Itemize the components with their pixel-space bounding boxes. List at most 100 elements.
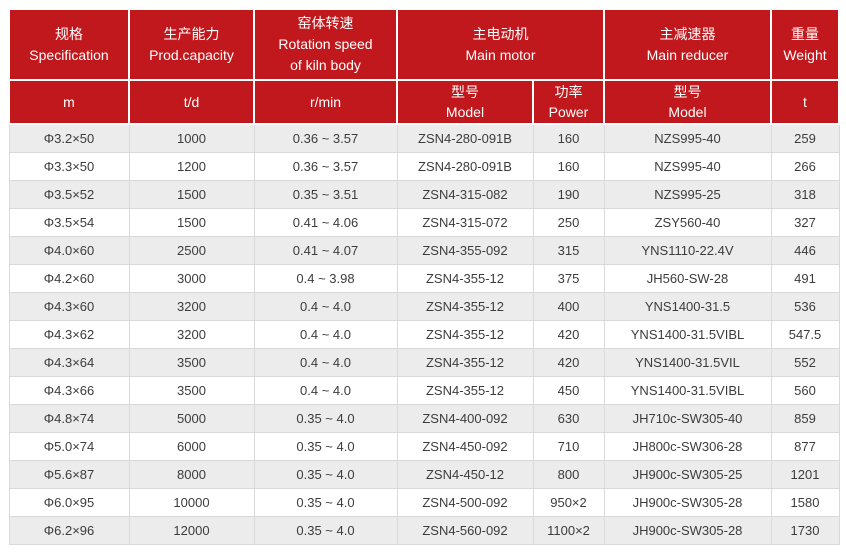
cell-motor-model: ZSN4-355-12: [396, 320, 534, 349]
cell-capacity: 1500: [128, 208, 255, 237]
header-main-reducer-zh: 主减速器: [659, 25, 716, 42]
cell-reducer-model: NZS995-25: [603, 180, 772, 209]
cell-reducer-model: NZS995-40: [603, 123, 772, 153]
cell-rotation-speed: 0.35 ~ 4.0: [253, 488, 398, 517]
table-body: Φ3.2×50 1000 0.36 ~ 3.57 ZSN4-280-091B 160 NZ…: [8, 123, 840, 545]
cell-reducer-model: YNS1110-22.4V: [603, 236, 772, 265]
table-row: Φ4.3×66 3500 0.4 ~ 4.0 ZSN4-355-12 450 YNS140…: [8, 376, 840, 405]
table-row: Φ4.8×74 5000 0.35 ~ 4.0 ZSN4-400-092 630 JH71…: [8, 404, 840, 433]
cell-motor-power: 1100×2: [532, 516, 605, 545]
cell-capacity: 2500: [128, 236, 255, 265]
cell-capacity: 3000: [128, 264, 255, 293]
header-capacity: 生产能力 Prod.capacity: [128, 8, 255, 81]
table-row: Φ4.3×60 3200 0.4 ~ 4.0 ZSN4-355-12 400 YNS140…: [8, 292, 840, 321]
cell-specification: Φ6.0×95: [8, 488, 130, 517]
cell-reducer-model: JH710c-SW305-40: [603, 404, 772, 433]
header-motor-model: 型号 Model: [396, 79, 534, 125]
cell-motor-power: 710: [532, 432, 605, 461]
header-reducer-model-zh: 型号: [673, 84, 702, 100]
header-reducer-model-en: Model: [668, 104, 707, 120]
cell-specification: Φ4.2×60: [8, 264, 130, 293]
header-reducer-model: 型号 Model: [603, 79, 772, 125]
cell-weight: 547.5: [770, 320, 840, 349]
cell-motor-model: ZSN4-315-082: [396, 180, 534, 209]
cell-capacity: 10000: [128, 488, 255, 517]
header-weight-zh: 重量: [791, 25, 819, 42]
header-rotation-zh: 窑体转速: [297, 15, 354, 31]
cell-reducer-model: JH900c-SW305-28: [603, 488, 772, 517]
cell-rotation-speed: 0.41 ~ 4.06: [253, 208, 398, 237]
cell-weight: 266: [770, 152, 840, 181]
cell-capacity: 3500: [128, 376, 255, 405]
cell-motor-power: 400: [532, 292, 605, 321]
cell-motor-power: 950×2: [532, 488, 605, 517]
cell-weight: 491: [770, 264, 840, 293]
cell-rotation-speed: 0.36 ~ 3.57: [253, 152, 398, 181]
header-row-titles: 规格 Specification 生产能力 Prod.capacity 窑体转速…: [8, 8, 840, 81]
cell-capacity: 3200: [128, 320, 255, 349]
cell-rotation-speed: 0.36 ~ 3.57: [253, 123, 398, 153]
header-capacity-en: Prod.capacity: [149, 46, 234, 63]
cell-capacity: 12000: [128, 516, 255, 545]
cell-specification: Φ5.6×87: [8, 460, 130, 489]
cell-specification: Φ6.2×96: [8, 516, 130, 545]
cell-capacity: 1200: [128, 152, 255, 181]
header-main-motor-zh: 主电动机: [472, 25, 529, 42]
cell-reducer-model: JH800c-SW306-28: [603, 432, 772, 461]
header-rotation-en-line2: of kiln body: [290, 57, 361, 73]
header-motor-power: 功率 Power: [532, 79, 605, 125]
cell-motor-model: ZSN4-355-092: [396, 236, 534, 265]
cell-specification: Φ3.5×52: [8, 180, 130, 209]
header-specification-en: Specification: [29, 46, 109, 63]
header-motor-power-en: Power: [548, 104, 589, 120]
cell-specification: Φ5.0×74: [8, 432, 130, 461]
cell-motor-power: 250: [532, 208, 605, 237]
cell-specification: Φ4.3×66: [8, 376, 130, 405]
unit-capacity: t/d: [128, 79, 255, 125]
cell-motor-power: 190: [532, 180, 605, 209]
cell-capacity: 3500: [128, 348, 255, 377]
unit-specification: m: [8, 79, 130, 125]
cell-capacity: 8000: [128, 460, 255, 489]
table-row: Φ5.6×87 8000 0.35 ~ 4.0 ZSN4-450-12 800 JH900…: [8, 460, 840, 489]
cell-specification: Φ4.3×60: [8, 292, 130, 321]
cell-rotation-speed: 0.35 ~ 4.0: [253, 404, 398, 433]
table-row: Φ4.0×60 2500 0.41 ~ 4.07 ZSN4-355-092 315 YNS…: [8, 236, 840, 265]
header-motor-model-en: Model: [445, 104, 485, 120]
kiln-spec-table: 规格 Specification 生产能力 Prod.capacity 窑体转速…: [8, 8, 840, 545]
cell-rotation-speed: 0.4 ~ 3.98: [253, 264, 398, 293]
header-capacity-zh: 生产能力: [163, 25, 220, 42]
table-row: Φ6.2×96 12000 0.35 ~ 4.0 ZSN4-560-092 1100×2…: [8, 516, 840, 545]
table-header: 规格 Specification 生产能力 Prod.capacity 窑体转速…: [8, 8, 840, 125]
cell-motor-model: ZSN4-450-092: [396, 432, 534, 461]
cell-motor-model: ZSN4-400-092: [396, 404, 534, 433]
cell-rotation-speed: 0.35 ~ 4.0: [253, 460, 398, 489]
header-rotation-en-line1: Rotation speed: [278, 36, 373, 52]
header-main-motor: 主电动机 Main motor: [396, 8, 605, 81]
table-row: Φ5.0×74 6000 0.35 ~ 4.0 ZSN4-450-092 710 JH80…: [8, 432, 840, 461]
cell-motor-power: 315: [532, 236, 605, 265]
cell-motor-power: 630: [532, 404, 605, 433]
cell-weight: 259: [770, 123, 840, 153]
header-rotation-speed: 窑体转速 Rotation speed of kiln body: [253, 8, 398, 81]
cell-weight: 446: [770, 236, 840, 265]
table-row: Φ3.2×50 1000 0.36 ~ 3.57 ZSN4-280-091B 160 NZ…: [8, 123, 840, 153]
cell-motor-model: ZSN4-560-092: [396, 516, 534, 545]
cell-weight: 552: [770, 348, 840, 377]
cell-capacity: 3200: [128, 292, 255, 321]
header-weight-en: Weight: [783, 46, 827, 63]
cell-motor-model: ZSN4-355-12: [396, 264, 534, 293]
cell-motor-model: ZSN4-500-092: [396, 488, 534, 517]
cell-specification: Φ4.8×74: [8, 404, 130, 433]
header-row-units: m t/d r/min 型号 Model 功率 Power 型号 Model t: [8, 79, 840, 125]
cell-specification: Φ4.3×64: [8, 348, 130, 377]
cell-weight: 859: [770, 404, 840, 433]
cell-weight: 536: [770, 292, 840, 321]
cell-motor-model: ZSN4-315-072: [396, 208, 534, 237]
cell-rotation-speed: 0.4 ~ 4.0: [253, 376, 398, 405]
table-row: Φ4.2×60 3000 0.4 ~ 3.98 ZSN4-355-12 375 JH560…: [8, 264, 840, 293]
cell-reducer-model: JH900c-SW305-25: [603, 460, 772, 489]
cell-reducer-model: ZSY560-40: [603, 208, 772, 237]
cell-reducer-model: YNS1400-31.5VIL: [603, 348, 772, 377]
